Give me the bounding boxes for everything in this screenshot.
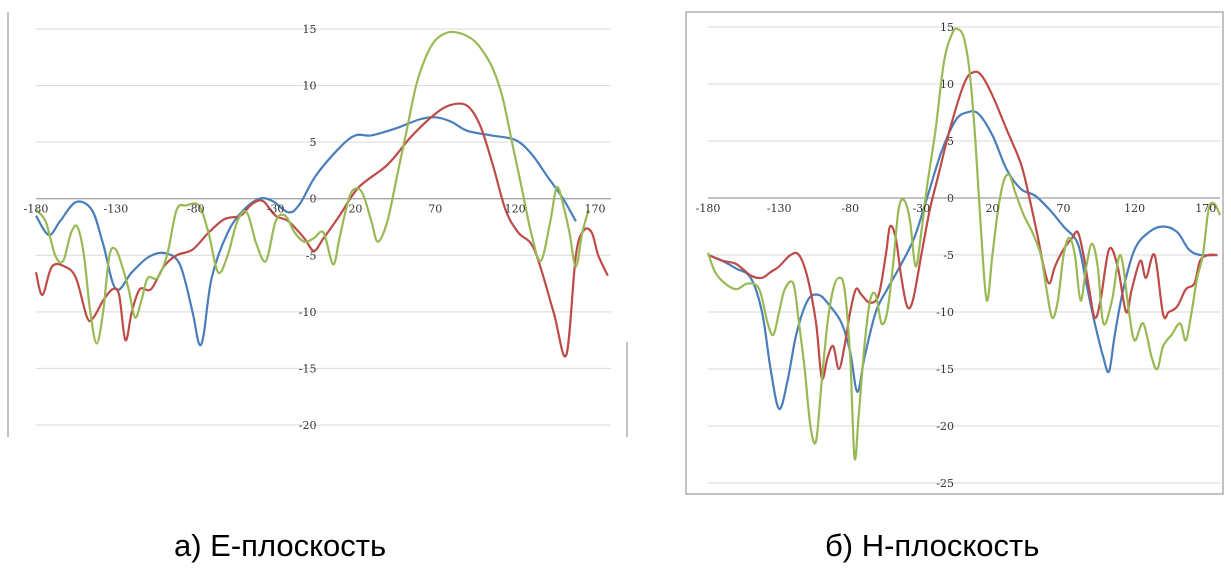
chart-h-series-1-line [707, 110, 1218, 411]
chart-h-y-tick-label: -15 [936, 363, 954, 376]
chart-e-x-tick-label: 70 [428, 203, 442, 216]
chart-e-x-tick-label: 120 [505, 203, 526, 216]
chart-e-y-tick-label: 15 [303, 23, 317, 36]
h-plane-chart: 151050-5-10-15-20-25-180-130-80-30207012… [685, 11, 1224, 495]
chart-e-x-tick-label: -30 [267, 203, 285, 216]
chart-h-y-tick-label: -5 [943, 249, 954, 262]
chart-h-x-tick-label: 20 [985, 202, 999, 215]
chart-h-x-tick-label: 170 [1195, 202, 1216, 215]
chart-e-y-tick-label: -10 [299, 306, 317, 319]
chart-h-x-tick-label: -130 [767, 202, 792, 215]
chart-e-y-tick-label: -5 [306, 249, 317, 262]
chart-h-x-tick-label: 70 [1057, 202, 1071, 215]
chart-e-series-2-line [34, 102, 609, 358]
h-plane-caption: б) Н-плоскость [825, 528, 1040, 563]
chart-e-x-tick-label: 20 [348, 203, 362, 216]
chart-e-x-tick-label: -180 [24, 203, 49, 216]
chart-e-y-tick-label: 5 [310, 136, 317, 149]
chart-h-y-tick-label: 15 [940, 21, 954, 34]
chart-e-x-tick-label: 170 [585, 203, 606, 216]
chart-h-x-tick-label: 120 [1124, 202, 1145, 215]
chart-h-y-tick-label: 10 [940, 78, 954, 91]
chart-h-series-2-line [707, 70, 1218, 381]
chart-e-x-tick-label: -130 [104, 203, 129, 216]
chart-h-y-tick-label: -20 [936, 420, 954, 433]
chart-h-series-3-line [706, 27, 1222, 461]
chart-h-y-tick-label: -10 [936, 306, 954, 319]
e-plane-chart: 151050-5-10-15-20-180-130-80-30207012017… [7, 12, 628, 437]
chart-e-y-tick-label: 10 [303, 80, 317, 93]
chart-e-x-tick-label: -80 [187, 203, 205, 216]
chart-e-series-1-line [35, 116, 577, 347]
chart-h-y-tick-label: 5 [947, 135, 954, 148]
chart-h-y-tick-label: -25 [936, 477, 954, 490]
chart-h-x-tick-label: -180 [696, 202, 721, 215]
chart-h-x-tick-label: -80 [841, 202, 859, 215]
chart-h-frame [685, 11, 1224, 495]
chart-e-y-tick-label: -15 [299, 362, 317, 375]
chart-e-series-3-line [35, 30, 590, 345]
chart-e-y-tick-label: -20 [299, 419, 317, 432]
e-plane-caption: а) Е-плоскость [174, 528, 387, 563]
chart-h-x-tick-label: -30 [912, 202, 930, 215]
